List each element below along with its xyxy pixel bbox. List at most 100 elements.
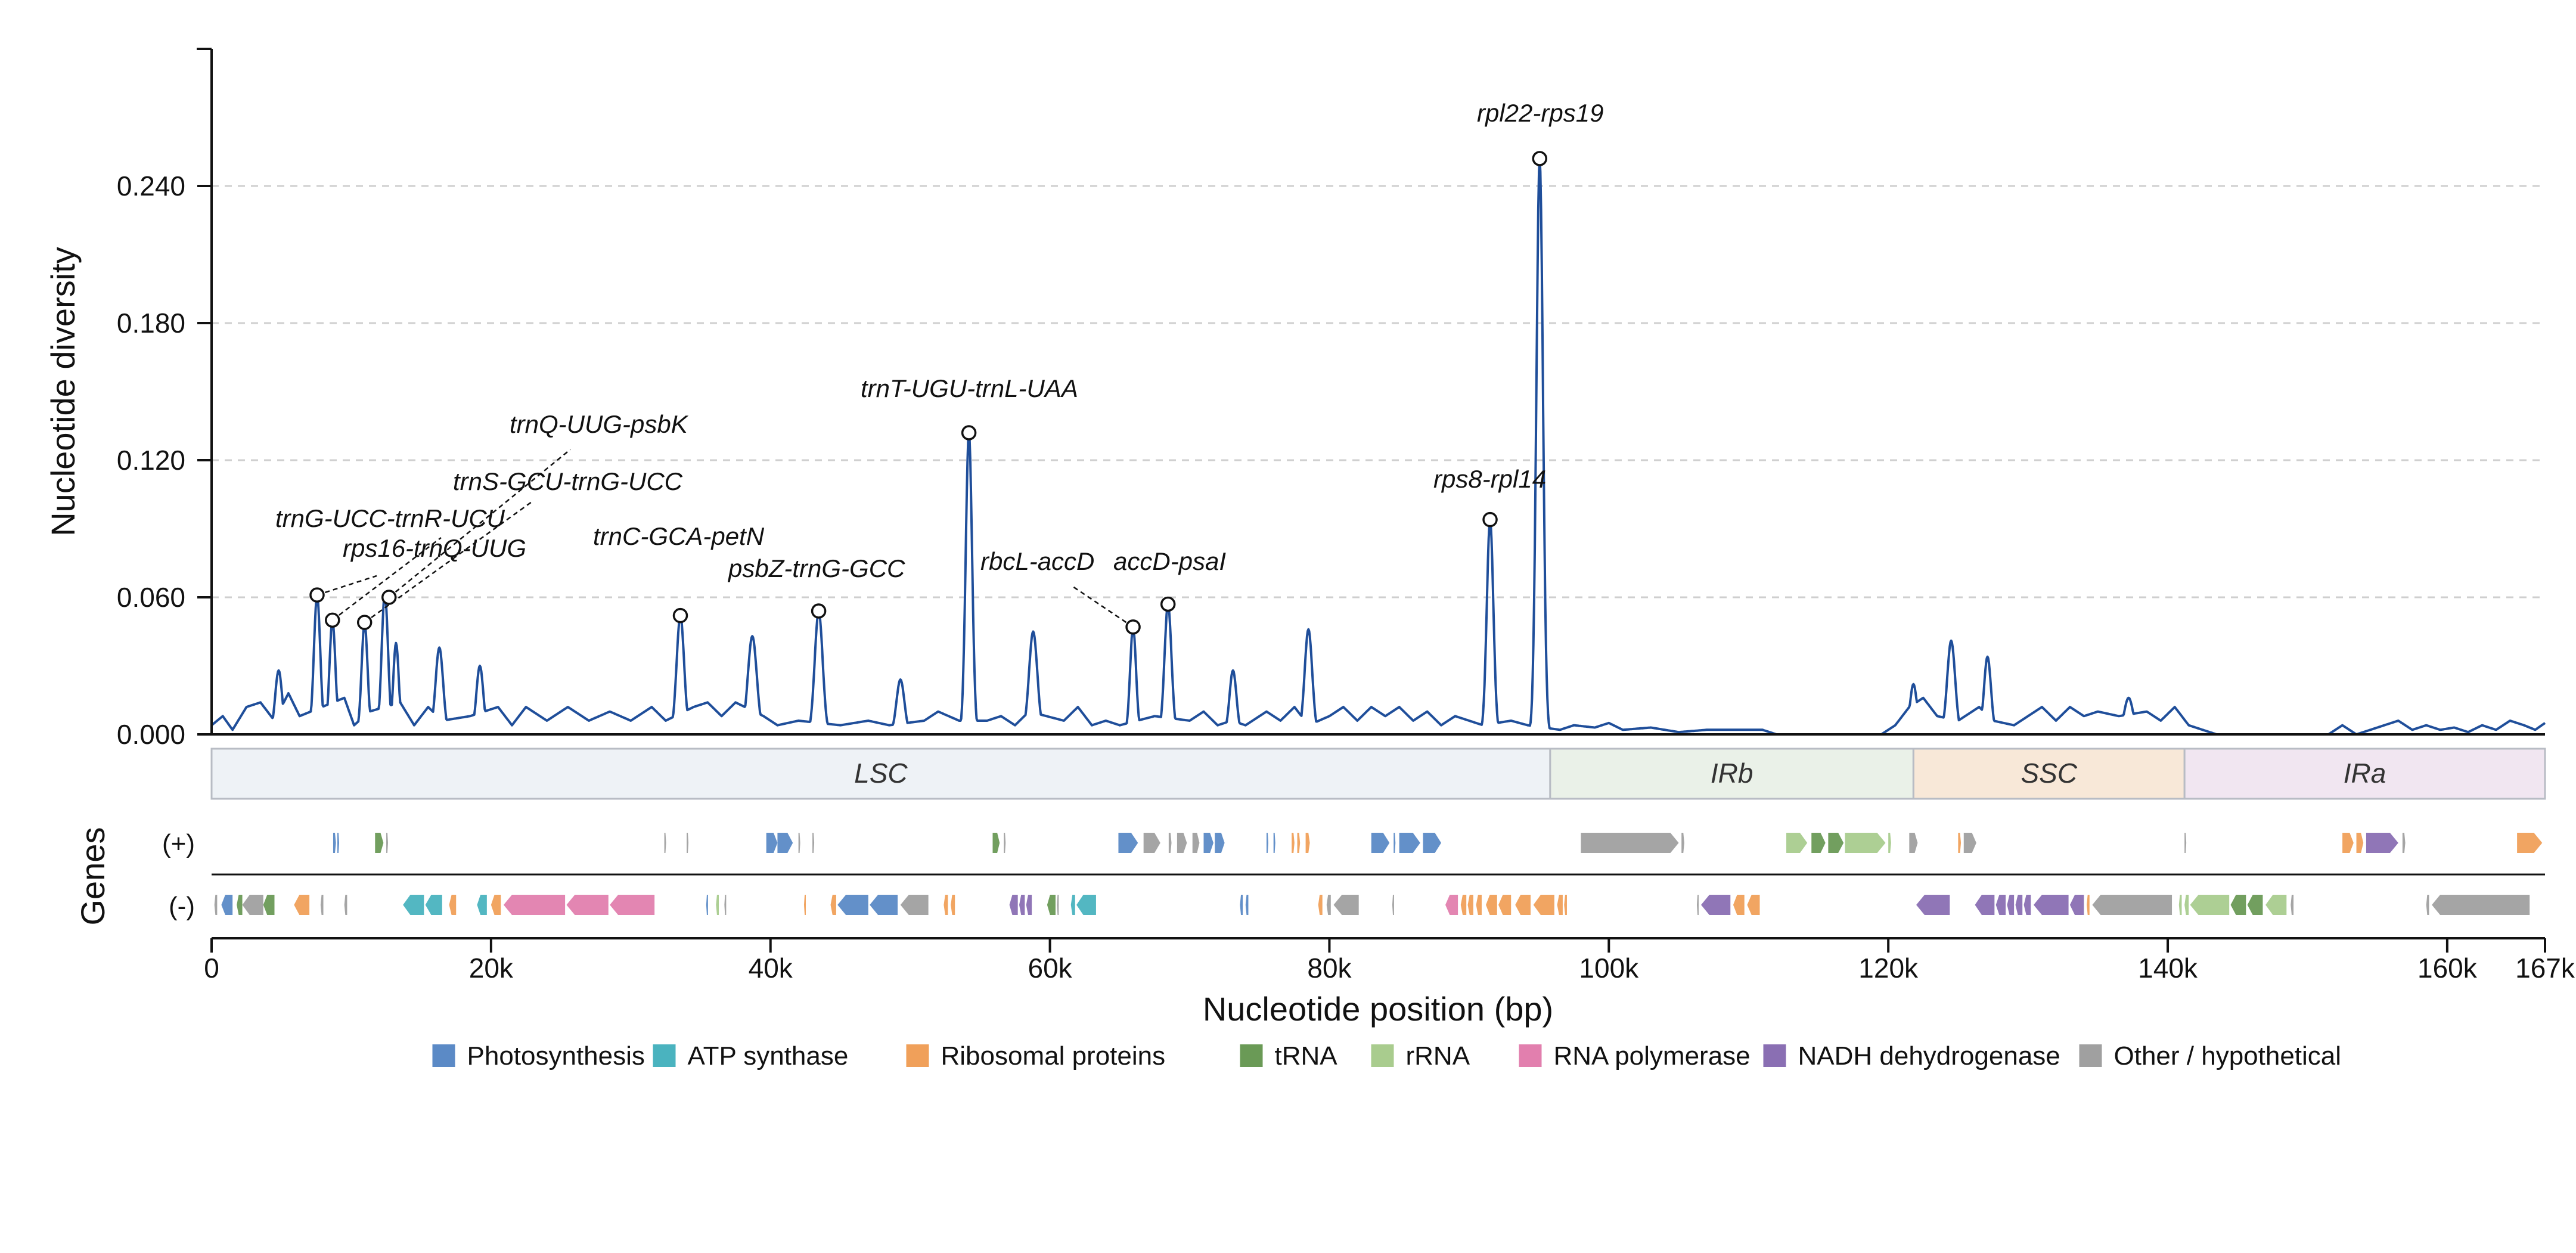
peak-annotation-label: rpl22-rps19 [1477,99,1603,127]
gene-arrow [1057,895,1059,915]
region-label: SSC [2021,758,2077,789]
region-block [2183,748,2546,800]
gene-arrow [1192,833,1200,853]
peak-marker [325,612,340,628]
gene-arrow [1019,895,1025,915]
y-tick-label: 0.060 [117,582,185,613]
region-block [210,748,1551,800]
gene-arrow [1168,833,1172,853]
x-ticks: 0 20k 40k 60k 80k 100k 120k 140k 160k 167k [204,938,2575,984]
gene-arrow [1215,833,1225,853]
x-tick-label: 60k [1028,953,1073,984]
genome-region-bar: LSC IRb SSC IRa [210,748,2546,800]
gene-arrow [1393,833,1396,853]
x-tick-label: 0 [204,953,219,984]
peak-annotation-label: accD-psaI [1113,547,1226,575]
gene-arrow [900,895,929,915]
peak-annotation-label: rps8-rpl14 [1433,465,1546,493]
gene-arrow [1026,895,1032,915]
gene-arrow [2015,895,2023,915]
gene-arrow [1333,895,1359,915]
legend-swatch [432,1044,455,1067]
gene-arrow [2517,833,2543,853]
gene-arrow [403,895,424,915]
y-tick-label: 0.000 [117,719,185,750]
gene-arrow [320,895,324,915]
gene-arrow [344,895,347,915]
gene-arrow [1177,833,1187,853]
gene-arrow [1273,833,1275,853]
gene-arrow [1909,833,1918,853]
gene-arrow [2426,895,2429,915]
gene-arrow [992,833,1000,853]
x-tick-label: 160k [2417,953,2478,984]
gene-arrow [2092,895,2172,915]
gene-arrow [449,895,457,915]
peak-annotation-label: trnG-UCC-trnR-UCU [275,504,505,532]
legend-entry-label: Other / hypothetical [2114,1041,2342,1071]
peak-marker [811,603,827,619]
gene-arrow [1399,833,1420,853]
x-tick-label: 40k [749,953,793,984]
region-label: IRa [2344,758,2386,789]
gene-arrow [1423,833,1441,853]
x-tick-label: 100k [1579,953,1639,984]
legend-entry-label: ATP synthase [688,1041,849,1071]
gene-arrow [1047,895,1056,915]
gene-arrow [237,895,243,915]
peak-marker [1125,619,1141,635]
gene-arrow [1845,833,1886,853]
gene-arrow [2230,895,2246,915]
peak-marker [1160,596,1176,612]
gene-arrow [1533,895,1554,915]
gene-arrow [1004,833,1006,853]
gene-arrow [2291,895,2294,915]
gene-arrow [425,895,442,915]
gene-arrow [1266,833,1268,853]
gene-arrow [337,833,339,853]
gene-arrow [263,895,275,915]
gene-arrow [766,833,778,853]
region-label: LSC [854,758,908,789]
peak-annotation-label: psbZ-trnG-GCC [727,554,905,582]
gene-arrow [1305,833,1310,853]
legend-swatch [1240,1044,1263,1067]
gene-arrow [812,833,815,853]
gene-arrow [1467,895,1473,915]
gene-arrow [1557,895,1563,915]
legend-entry-label: tRNA [1275,1041,1338,1071]
gene-arrow [2356,833,2364,853]
gene-arrow [1392,895,1394,915]
legend-swatch [1371,1044,1394,1067]
gene-arrow [1326,895,1331,915]
x-tick-label: 20k [469,953,514,984]
axes [197,48,2545,939]
gene-arrow [2184,895,2189,915]
x-tick-label: 80k [1307,953,1352,984]
x-tick-label: 140k [2138,953,2198,984]
gene-arrow [706,895,708,915]
gene-arrow [1811,833,1826,853]
gene-arrow [2069,895,2084,915]
gene-arrow [1070,895,1075,915]
legend-swatch [2079,1044,2102,1067]
gene-arrow [1009,895,1018,915]
gene-arrow [803,895,806,915]
y-tick-label: 0.240 [117,170,185,201]
gene-arrow [1888,833,1891,853]
gene-arrow [1292,833,1295,853]
annotation-leader-line [388,449,571,598]
peak-marker [961,425,977,441]
gene-arrow [1975,895,1995,915]
y-gridlines [212,185,2545,598]
gene-arrow [1916,895,1950,915]
gene-arrow [2366,833,2398,853]
gene-arrow [1828,833,1844,853]
gene-arrow [1747,895,1760,915]
gene-arrow [1958,833,1962,853]
gene-arrow [724,895,727,915]
gene-arrow [1786,833,1808,853]
gene-arrow [1318,895,1323,915]
peak-marker [381,590,397,605]
gene-arrow [1564,895,1567,915]
